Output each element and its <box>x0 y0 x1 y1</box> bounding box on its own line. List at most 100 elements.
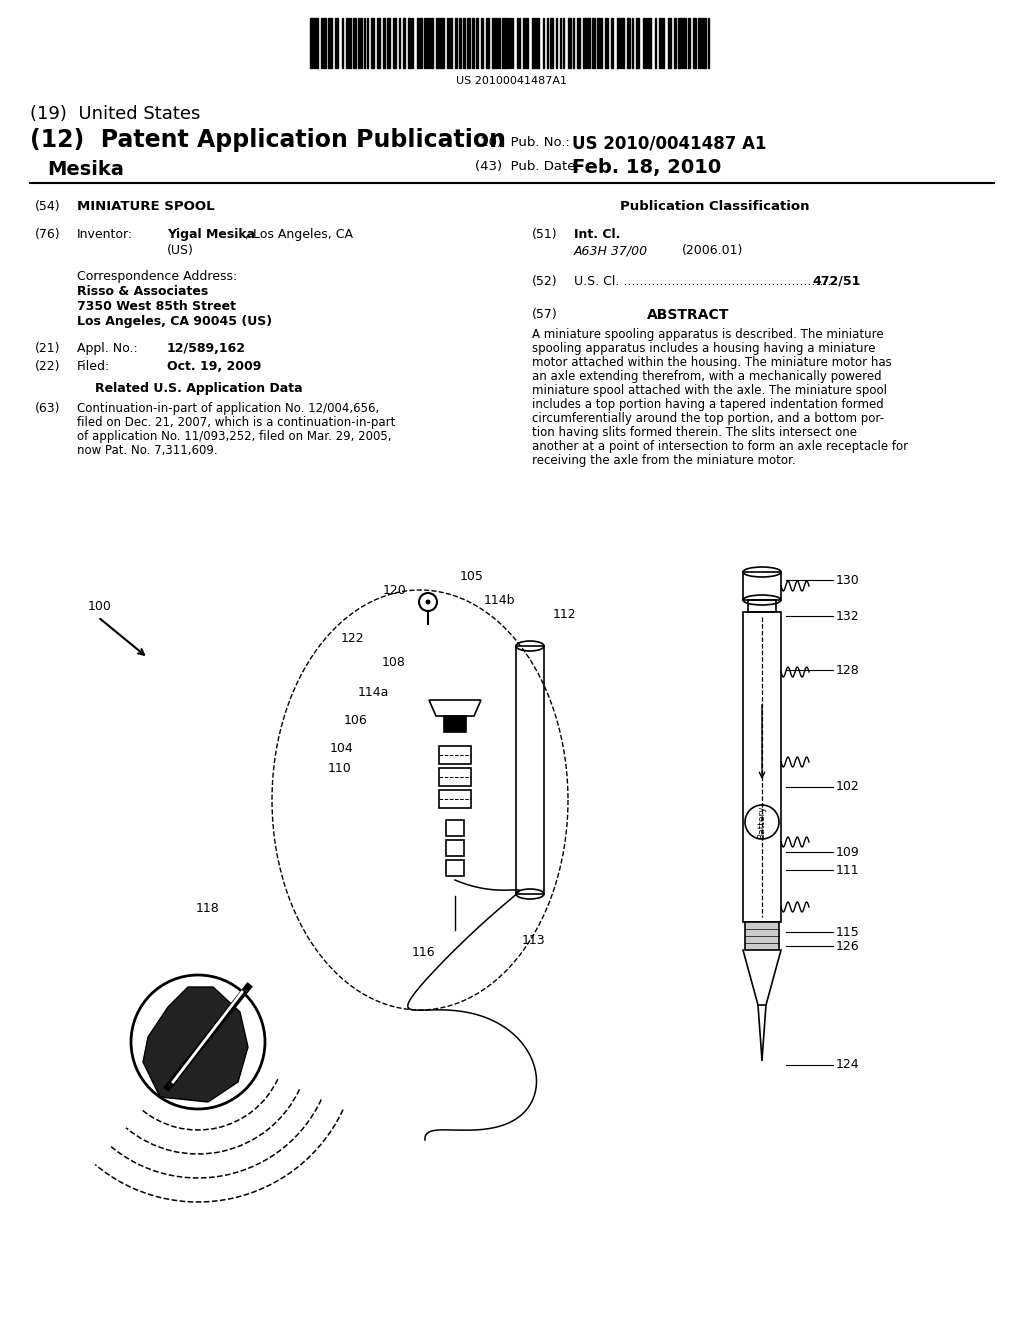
Text: 113: 113 <box>522 933 546 946</box>
Text: (US): (US) <box>167 244 194 257</box>
Bar <box>413 18 414 69</box>
Bar <box>342 18 343 69</box>
Text: motor attached within the housing. The miniature motor has: motor attached within the housing. The m… <box>532 356 892 370</box>
Bar <box>592 18 595 69</box>
Bar <box>335 18 338 69</box>
Text: (76): (76) <box>35 228 60 242</box>
Bar <box>446 820 464 836</box>
Text: receiving the axle from the miniature motor.: receiving the axle from the miniature mo… <box>532 454 796 467</box>
Bar <box>643 18 644 69</box>
Bar <box>748 601 776 612</box>
Text: (52): (52) <box>532 275 558 288</box>
Bar <box>679 18 681 69</box>
Bar <box>459 18 461 69</box>
Text: Appl. No.:: Appl. No.: <box>77 342 138 355</box>
Text: circumferentially around the top portion, and a bottom por-: circumferentially around the top portion… <box>532 412 884 425</box>
Text: Oct. 19, 2009: Oct. 19, 2009 <box>167 360 261 374</box>
Bar <box>583 18 586 69</box>
Text: Risso & Associates: Risso & Associates <box>77 285 208 298</box>
Text: Continuation-in-part of application No. 12/004,656,: Continuation-in-part of application No. … <box>77 403 379 414</box>
Bar <box>387 18 390 69</box>
Bar <box>496 18 498 69</box>
Text: 120: 120 <box>383 583 407 597</box>
Text: (2006.01): (2006.01) <box>682 244 743 257</box>
Bar <box>547 18 548 69</box>
Text: US 2010/0041487 A1: US 2010/0041487 A1 <box>572 135 767 152</box>
Text: 12/589,162: 12/589,162 <box>167 342 246 355</box>
Bar <box>431 18 433 69</box>
Bar <box>531 18 535 69</box>
Bar <box>664 18 665 69</box>
Text: U.S. Cl. .....................................................: U.S. Cl. ...............................… <box>574 275 836 288</box>
Text: 132: 132 <box>836 610 859 623</box>
Circle shape <box>426 599 430 605</box>
Text: (22): (22) <box>35 360 60 374</box>
Bar <box>371 18 374 69</box>
Bar <box>523 18 524 69</box>
Text: (57): (57) <box>532 308 558 321</box>
Bar <box>573 18 574 69</box>
Text: , Los Angeles, CA: , Los Angeles, CA <box>245 228 353 242</box>
Bar <box>503 18 506 69</box>
Text: 105: 105 <box>460 570 484 583</box>
Text: now Pat. No. 7,311,609.: now Pat. No. 7,311,609. <box>77 444 218 457</box>
Text: 118: 118 <box>196 902 220 915</box>
Text: Feb. 18, 2010: Feb. 18, 2010 <box>572 158 721 177</box>
Bar <box>543 18 544 69</box>
Bar <box>408 18 411 69</box>
Text: A miniature spooling apparatus is described. The miniature: A miniature spooling apparatus is descri… <box>532 327 884 341</box>
Bar <box>632 18 633 69</box>
Text: 128: 128 <box>836 664 860 676</box>
Bar <box>392 18 396 69</box>
Bar <box>556 18 557 69</box>
Text: 130: 130 <box>836 573 860 586</box>
Text: tion having slits formed therein. The slits intersect one: tion having slits formed therein. The sl… <box>532 426 857 440</box>
Text: (43)  Pub. Date:: (43) Pub. Date: <box>475 160 580 173</box>
Bar <box>597 18 600 69</box>
Bar <box>567 18 570 69</box>
Bar <box>658 18 663 69</box>
Bar <box>440 18 443 69</box>
Bar <box>668 18 671 69</box>
Text: (54): (54) <box>35 201 60 213</box>
Bar <box>346 18 348 69</box>
Bar <box>492 18 495 69</box>
Text: an axle extending therefrom, with a mechanically powered: an axle extending therefrom, with a mech… <box>532 370 882 383</box>
Text: Filed:: Filed: <box>77 360 111 374</box>
Text: 7350 West 85th Street: 7350 West 85th Street <box>77 300 236 313</box>
Bar <box>467 18 470 69</box>
Bar <box>516 645 544 894</box>
Bar <box>611 18 613 69</box>
Bar <box>648 18 651 69</box>
Bar <box>378 18 380 69</box>
Bar <box>360 18 362 69</box>
Bar <box>688 18 690 69</box>
Bar <box>645 18 647 69</box>
Bar <box>424 18 426 69</box>
Circle shape <box>131 975 265 1109</box>
Bar <box>399 18 400 69</box>
Text: spooling apparatus includes a housing having a miniature: spooling apparatus includes a housing ha… <box>532 342 876 355</box>
Bar <box>439 746 471 764</box>
Text: 110: 110 <box>328 762 352 775</box>
Bar <box>563 18 564 69</box>
Text: Publication Classification: Publication Classification <box>620 201 810 213</box>
Bar <box>476 18 478 69</box>
Text: another at a point of intersection to form an axle receptacle for: another at a point of intersection to fo… <box>532 440 908 453</box>
Text: 114a: 114a <box>358 685 389 698</box>
Bar <box>357 18 359 69</box>
Text: US 20100041487A1: US 20100041487A1 <box>457 77 567 86</box>
Bar <box>446 861 464 876</box>
Bar <box>403 18 404 69</box>
Bar <box>353 18 355 69</box>
Bar <box>537 18 540 69</box>
Text: Correspondence Address:: Correspondence Address: <box>77 271 238 282</box>
Text: miniature spool attached with the axle. The miniature spool: miniature spool attached with the axle. … <box>532 384 887 397</box>
Bar <box>499 18 500 69</box>
Bar <box>692 18 696 69</box>
Bar <box>604 18 608 69</box>
Polygon shape <box>143 987 248 1102</box>
Bar <box>486 18 489 69</box>
Text: Inventor:: Inventor: <box>77 228 133 242</box>
Text: Los Angeles, CA 90045 (US): Los Angeles, CA 90045 (US) <box>77 315 272 327</box>
